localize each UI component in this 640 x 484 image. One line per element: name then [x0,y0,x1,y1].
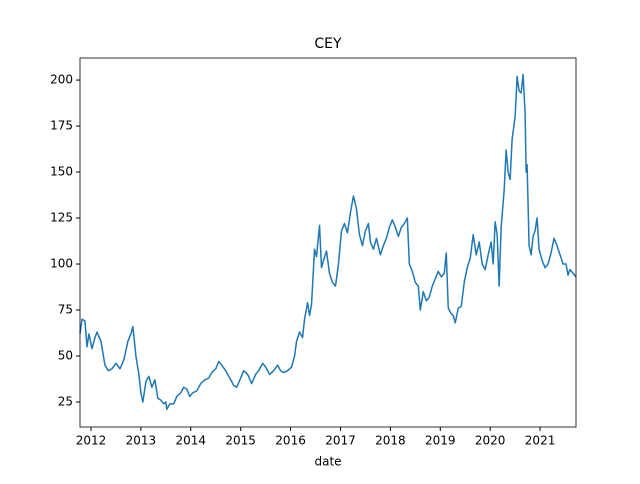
x-tick-label: 2012 [76,434,107,448]
y-tick-label: 200 [50,73,73,87]
x-tick-label: 2017 [325,434,356,448]
x-axis-label: date [314,455,341,469]
y-tick-label: 50 [58,348,73,362]
x-tick-label: 2013 [126,434,157,448]
x-tick-label: 2019 [425,434,456,448]
x-tick-label: 2016 [275,434,306,448]
y-tick-label: 150 [50,165,73,179]
plot-frame [79,57,577,428]
line [79,73,577,411]
x-tick-label: 2018 [375,434,406,448]
y-tick-label: 125 [50,211,73,225]
chart-title: CEY [314,36,342,52]
y-tick-label: 100 [50,257,73,271]
y-tick-label: 75 [58,303,73,317]
y-tick-label: 25 [58,394,73,408]
x-tick-label: 2014 [176,434,207,448]
x-tick-label: 2020 [475,434,506,448]
x-tick-label: 2021 [525,434,556,448]
x-tick-label: 2015 [225,434,256,448]
y-tick-label: 175 [50,119,73,133]
